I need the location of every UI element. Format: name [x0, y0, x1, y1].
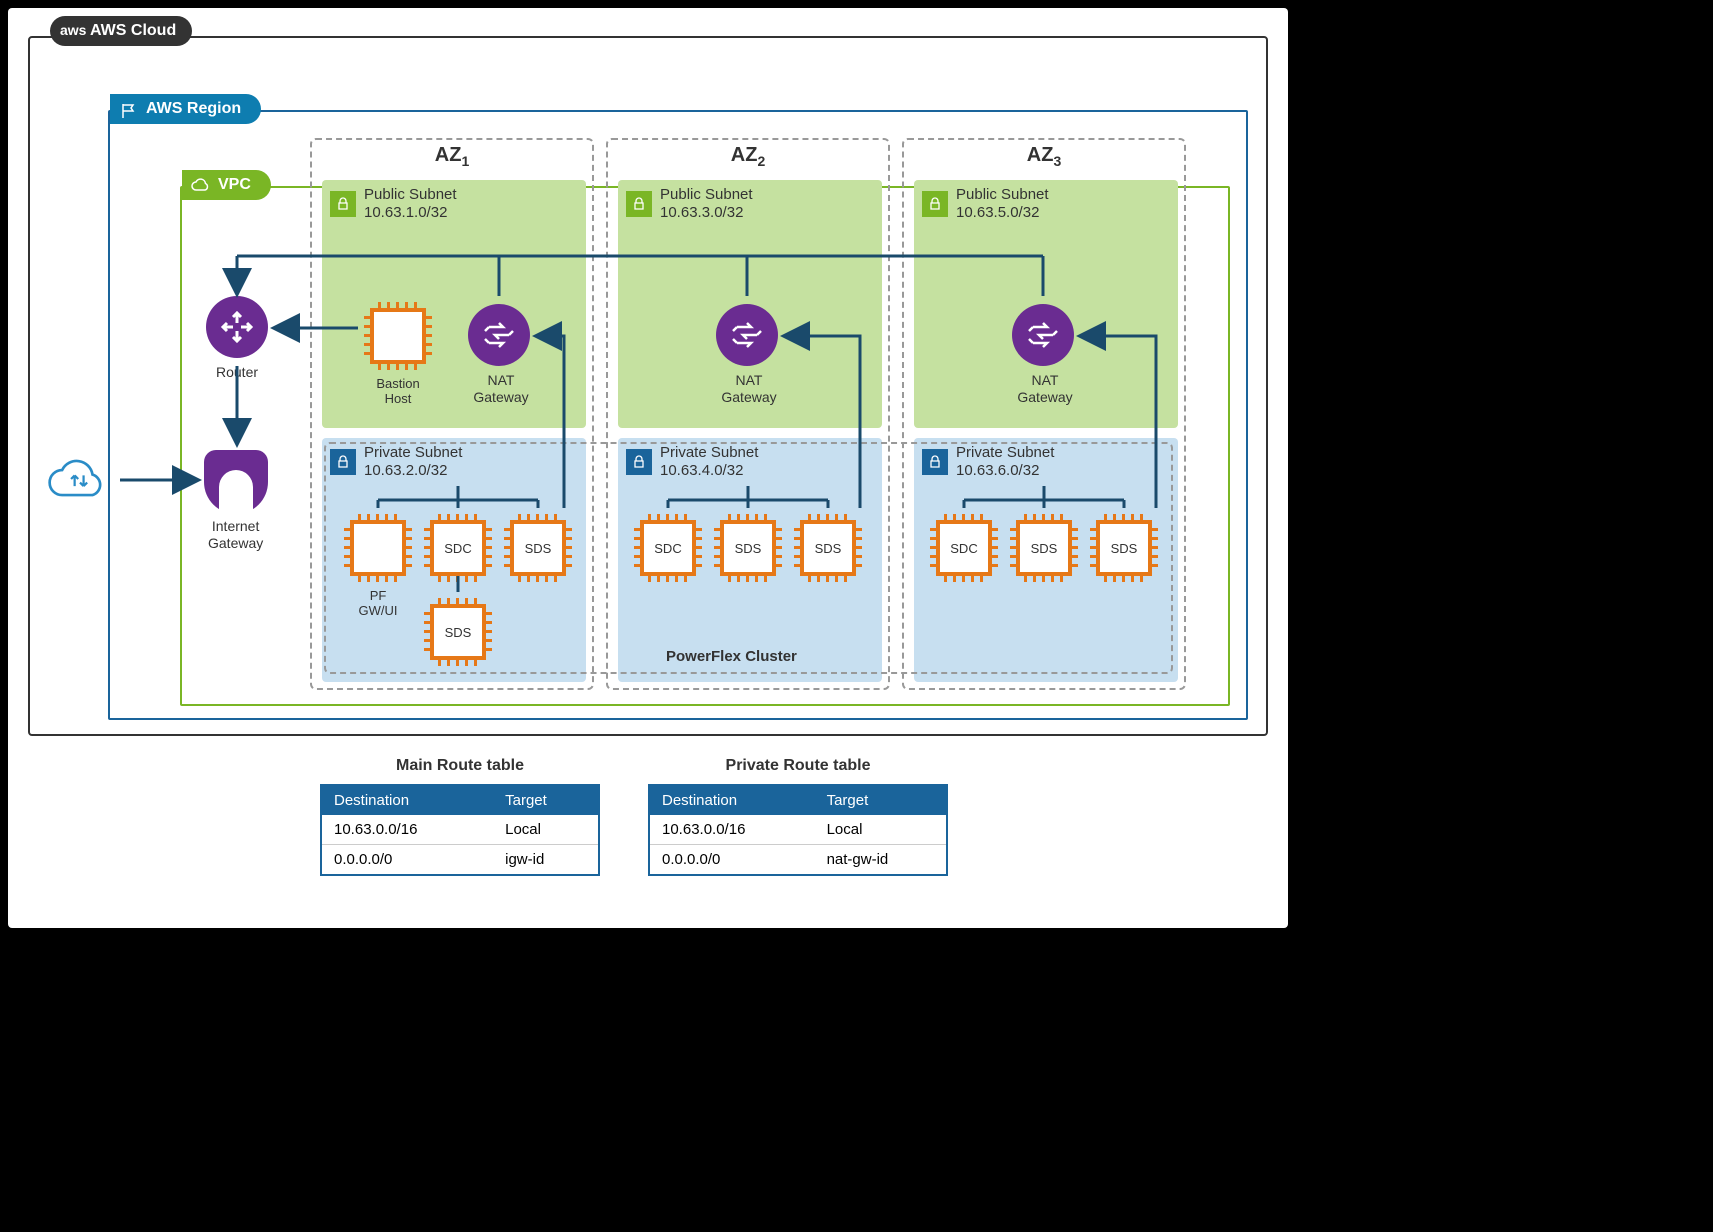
aws-logo-icon: aws: [60, 22, 86, 38]
priv-col-target: Target: [815, 785, 947, 815]
az1-nat-gateway-icon: [468, 304, 530, 366]
az3-sds1-chip: SDS: [1016, 520, 1072, 576]
main-route-title: Main Route table: [321, 757, 599, 775]
lock-icon: [626, 191, 652, 217]
region-text: AWS Region: [146, 100, 241, 117]
az2-sds2-chip: SDS: [800, 520, 856, 576]
main-col-target: Target: [493, 785, 599, 815]
az2-public-name: Public Subnet: [660, 186, 753, 203]
az1-pf-gwui-label: PF GW/UI: [346, 588, 410, 618]
az1-sdc-chip: SDC: [430, 520, 486, 576]
router-label: Router: [216, 364, 258, 381]
vpc-label: VPC: [182, 170, 271, 200]
az2-public-cidr: 10.63.3.0/32: [660, 204, 753, 222]
aws-cloud-label: aws AWS Cloud: [50, 16, 192, 46]
az2-nat-gateway-icon: [716, 304, 778, 366]
az3-public-cidr: 10.63.5.0/32: [956, 204, 1049, 222]
az-1-title: AZ1: [312, 144, 592, 169]
az3-sds2-chip: SDS: [1096, 520, 1152, 576]
az1-sds2-chip: SDS: [430, 604, 486, 660]
az1-public-name: Public Subnet: [364, 186, 457, 203]
az2-nat-label: NAT Gateway: [714, 372, 784, 406]
az3-nat-gateway-icon: [1012, 304, 1074, 366]
table-row: 0.0.0.0/0nat-gw-id: [649, 845, 947, 876]
vpc-text: VPC: [218, 176, 251, 193]
table-row: 0.0.0.0/0igw-id: [321, 845, 599, 876]
az3-public-name: Public Subnet: [956, 186, 1049, 203]
table-row: 10.63.0.0/16Local: [649, 815, 947, 845]
private-route-title: Private Route table: [649, 757, 947, 775]
flag-icon: [120, 102, 138, 120]
priv-col-dest: Destination: [649, 785, 815, 815]
bastion-host-chip: [370, 308, 426, 364]
internet-cloud-icon: [44, 454, 116, 504]
az-3-title: AZ3: [904, 144, 1184, 169]
az1-public-subnet: Public Subnet10.63.1.0/32: [322, 180, 586, 428]
aws-region-label: AWS Region: [110, 94, 261, 124]
az3-sdc-chip: SDC: [936, 520, 992, 576]
bastion-host-label: Bastion Host: [370, 376, 426, 406]
internet-gateway-label: Internet Gateway: [208, 518, 263, 552]
aws-cloud-text: AWS Cloud: [90, 22, 176, 39]
main-route-table: Main Route table Destination Target 10.6…: [320, 784, 600, 876]
az1-public-cidr: 10.63.1.0/32: [364, 204, 457, 222]
az-2-title: AZ2: [608, 144, 888, 169]
lock-icon: [330, 191, 356, 217]
private-route-table: Private Route table Destination Target 1…: [648, 784, 948, 876]
cloud-vpc-icon: [190, 176, 210, 196]
diagram-canvas: aws AWS Cloud AWS Region VPC Ro: [8, 8, 1288, 928]
internet-gateway-icon: [204, 450, 268, 514]
az1-pf-gwui-chip: [350, 520, 406, 576]
table-row: 10.63.0.0/16Local: [321, 815, 599, 845]
az2-sdc-chip: SDC: [640, 520, 696, 576]
az1-sds1-chip: SDS: [510, 520, 566, 576]
az1-nat-label: NAT Gateway: [466, 372, 536, 406]
powerflex-cluster-label: PowerFlex Cluster: [666, 648, 797, 665]
main-col-dest: Destination: [321, 785, 493, 815]
router-icon: [206, 296, 268, 358]
az3-nat-label: NAT Gateway: [1010, 372, 1080, 406]
az2-sds1-chip: SDS: [720, 520, 776, 576]
lock-icon: [922, 191, 948, 217]
